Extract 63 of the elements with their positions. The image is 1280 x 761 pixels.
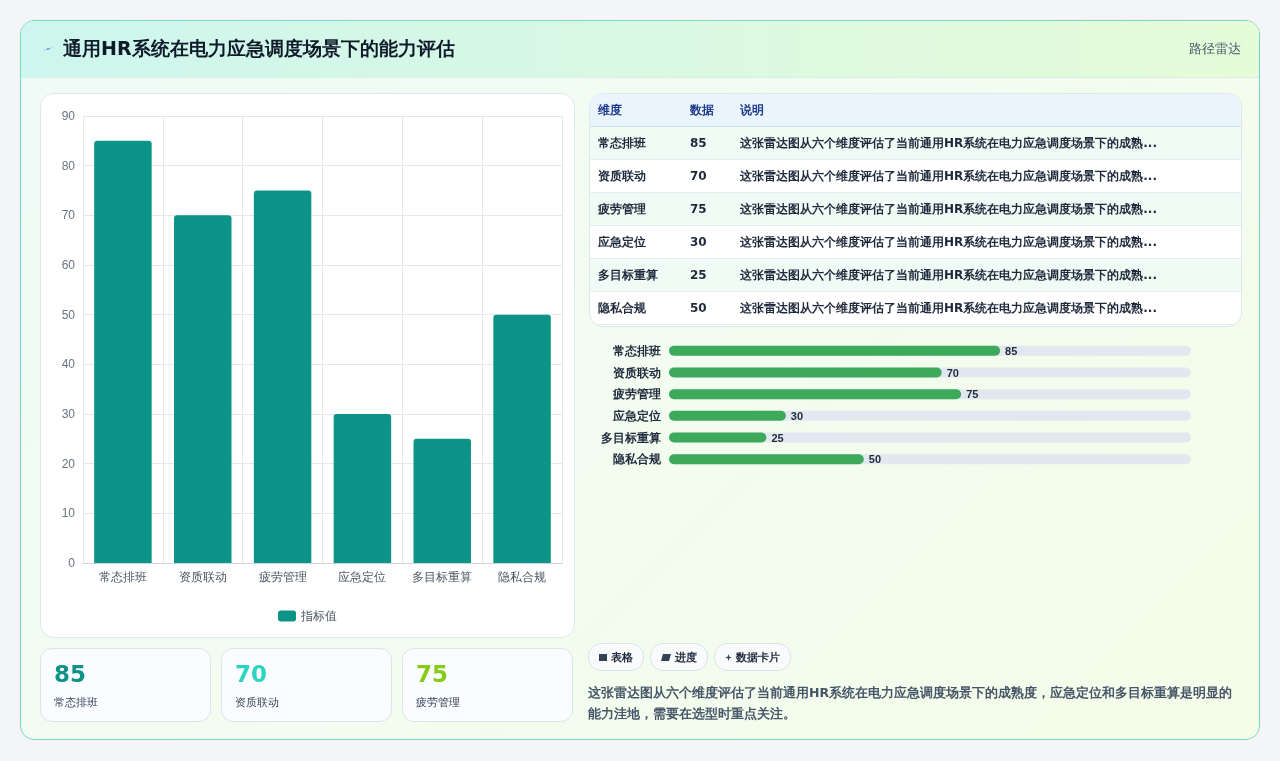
y-tick-label: 90 bbox=[61, 109, 76, 123]
text: 这张雷达图从六个维度评估了当前通用HR系统在电力应急调度场景下的成熟度，应急定位和多目标重算是明显的能力洼地，需要在选型时重点关注。 bbox=[588, 684, 1234, 723]
category-label: 表格 bbox=[611, 649, 633, 665]
bar bbox=[253, 190, 312, 563]
bar bbox=[333, 414, 392, 563]
y-tick-label: 20 bbox=[61, 456, 76, 471]
x-tick-label: 疲劳管理 bbox=[258, 570, 307, 584]
y-tick-label: 隐私合规 bbox=[613, 452, 662, 467]
y-tick-label: 30 bbox=[61, 407, 76, 421]
bar bbox=[174, 215, 232, 563]
text: 70 bbox=[235, 661, 268, 687]
y-tick-label: 应急定位 bbox=[612, 408, 661, 423]
text: 这张雷达图从六个维度评估了当前通用HR系统在电力应急调度场景下的成熟... bbox=[732, 159, 1241, 193]
bar bbox=[669, 432, 767, 443]
x-tick-label: 隐私合规 bbox=[498, 570, 547, 584]
data-label: 30 bbox=[790, 409, 804, 422]
text: 75 bbox=[416, 661, 449, 687]
text: 这张雷达图从六个维度评估了当前通用HR系统在电力应急调度场景下的成熟... bbox=[732, 258, 1241, 292]
text: 25 bbox=[682, 258, 732, 292]
x-tick-label: 资质联动 bbox=[178, 570, 227, 584]
text: 85 bbox=[54, 661, 87, 687]
text: 这张雷达图从六个维度评估了当前通用HR系统在电力应急调度场景下的成熟... bbox=[732, 225, 1241, 259]
data-label: 70 bbox=[946, 366, 959, 379]
bar bbox=[669, 410, 786, 421]
text: 这张雷达图从六个维度评估了当前通用HR系统在电力应急调度场景下的成熟... bbox=[732, 291, 1241, 325]
text: 说明 bbox=[732, 94, 1241, 127]
data-label: 85 bbox=[1005, 344, 1018, 357]
bar bbox=[493, 314, 551, 563]
y-tick-label: 资质联动 bbox=[613, 365, 661, 380]
y-tick-label: 多目标重算 bbox=[601, 430, 661, 445]
text: 30 bbox=[682, 225, 732, 259]
y-tick-label: 疲劳管理 bbox=[612, 387, 661, 402]
text: 这张雷达图从六个维度评估了当前通用HR系统在电力应急调度场景下的成熟... bbox=[732, 192, 1241, 226]
text: 这张雷达图从六个维度评估了当前通用HR系统在电力应急调度场景下的成熟... bbox=[732, 126, 1241, 160]
y-tick-label: 0 bbox=[68, 556, 76, 570]
data-label: 75 bbox=[966, 388, 979, 401]
text: 通用HR系统在电力应急调度场景下的能力评估 bbox=[63, 36, 455, 61]
category-label: 进度 bbox=[675, 649, 697, 665]
y-tick-label: 80 bbox=[61, 158, 76, 173]
y-tick-label: 70 bbox=[61, 208, 76, 223]
text: 85 bbox=[682, 126, 732, 160]
bar bbox=[413, 438, 471, 563]
y-tick-label: 60 bbox=[61, 258, 76, 272]
y-tick-label: 50 bbox=[61, 307, 76, 322]
text: 70 bbox=[682, 159, 732, 193]
text: 维度 bbox=[590, 94, 682, 127]
x-tick-label: 应急定位 bbox=[338, 570, 387, 584]
text: 疲劳管理 bbox=[416, 695, 460, 710]
text: 路径雷达 bbox=[1189, 40, 1241, 58]
y-tick-label: 常态排班 bbox=[613, 343, 661, 358]
y-tick-label: 10 bbox=[61, 506, 76, 521]
data-label: 50 bbox=[868, 453, 882, 466]
x-tick-label: 常态排班 bbox=[98, 570, 147, 584]
text: 资质联动 bbox=[235, 695, 279, 710]
text: 75 bbox=[682, 192, 732, 226]
text: 数据 bbox=[682, 94, 732, 127]
text: 50 bbox=[682, 291, 732, 325]
legend-label: 指标值 bbox=[300, 609, 337, 623]
data-label: 25 bbox=[771, 431, 784, 444]
bar bbox=[94, 140, 152, 563]
x-tick-label: 多目标重算 bbox=[412, 570, 473, 584]
y-tick-label: 40 bbox=[61, 357, 76, 372]
category-label: 数据卡片 bbox=[736, 649, 780, 665]
